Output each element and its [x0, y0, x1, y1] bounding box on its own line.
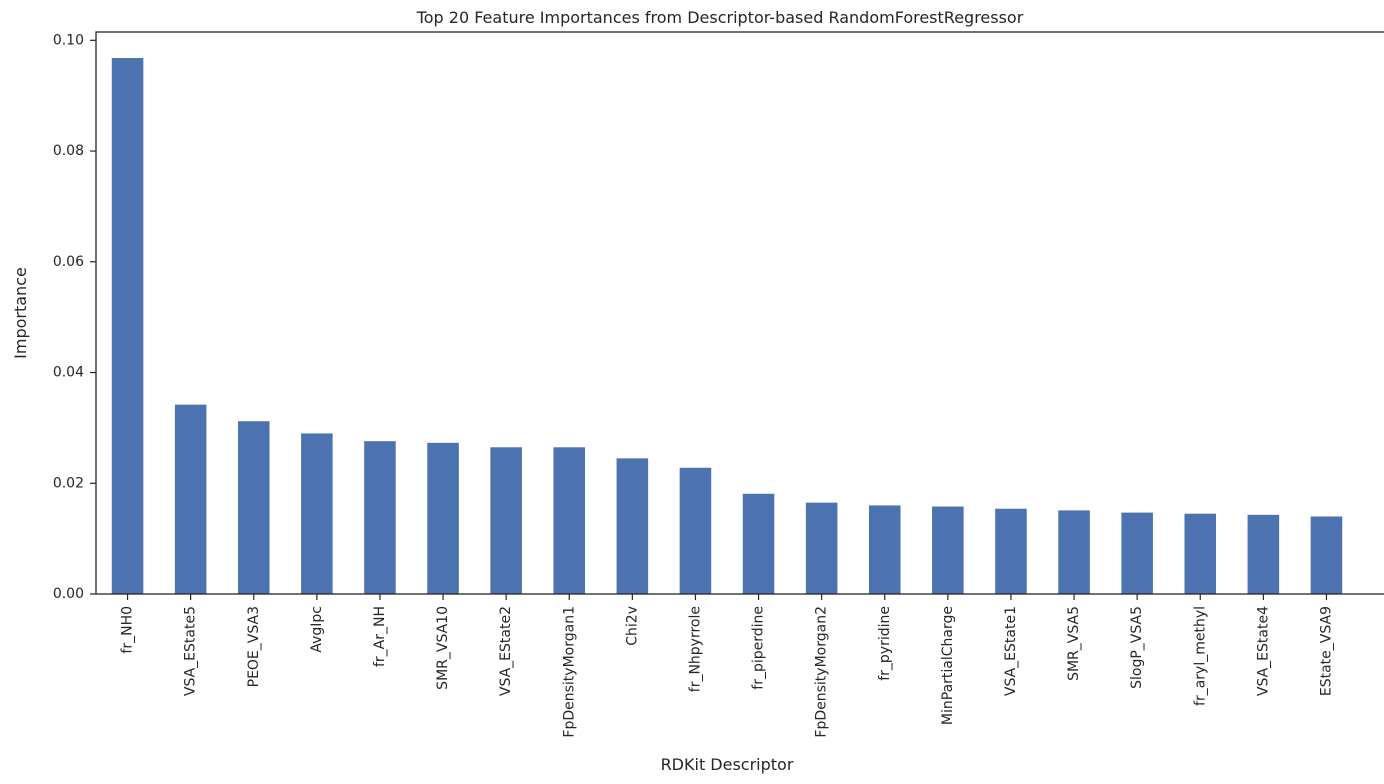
bar-fr_Ar_NH — [364, 441, 396, 594]
bar-fr_NH0 — [111, 58, 144, 595]
bar-SMR_VSA10 — [427, 442, 459, 594]
bar-EState_VSA9 — [1310, 516, 1343, 594]
x-tick-label: FpDensityMorgan2 — [814, 606, 830, 738]
y-tick-label: 0.08 — [53, 143, 84, 159]
bar-fr_aryl_methyl — [1184, 513, 1217, 594]
bar-VSA_EState4 — [1247, 514, 1280, 594]
x-tick-label: SMR_VSA10 — [435, 606, 451, 690]
bar-fr_Nhpyrrole — [679, 467, 712, 594]
bar-SlogP_VSA5 — [1121, 512, 1153, 594]
x-tick-label: FpDensityMorgan1 — [561, 606, 577, 738]
x-tick-label: VSA_EState4 — [1255, 606, 1271, 696]
bar-AvgIpc — [301, 433, 333, 594]
x-tick-label: EState_VSA9 — [1318, 606, 1334, 696]
x-tick-label: fr_Nhpyrrole — [687, 606, 703, 692]
bar-VSA_EState2 — [490, 447, 522, 594]
x-tick-label: PEOE_VSA3 — [246, 606, 262, 687]
x-tick-label: SMR_VSA5 — [1066, 606, 1082, 681]
x-tick-label: VSA_EState1 — [1003, 606, 1019, 696]
bar-MinPartialCharge — [932, 506, 964, 594]
bar-FpDensityMorgan1 — [553, 447, 586, 594]
bar-FpDensityMorgan2 — [805, 502, 838, 594]
x-tick-label: fr_NH0 — [120, 606, 136, 654]
y-axis: 0.00 0.02 0.04 0.06 0.08 0.10 — [53, 32, 96, 602]
x-tick-label: fr_pyridine — [877, 606, 893, 681]
x-axis: fr_NH0 VSA_EState5 PEOE_VSA3 AvgIpc fr_Ar_NH… — [120, 594, 1334, 738]
x-tick-label: SlogP_VSA5 — [1129, 606, 1145, 689]
y-tick-label: 0.10 — [53, 32, 84, 48]
x-tick-label: AvgIpc — [309, 606, 325, 653]
bar-PEOE_VSA3 — [237, 421, 270, 594]
bar-fr_piperdine — [742, 493, 775, 594]
y-axis-title: Importance — [11, 267, 30, 359]
x-tick-label: fr_Ar_NH — [372, 606, 388, 667]
bar-fr_pyridine — [868, 505, 901, 594]
x-tick-label: Chi2v — [624, 606, 640, 646]
plot-frame — [95, 31, 1384, 595]
y-tick-label: 0.00 — [53, 586, 84, 602]
chart-title: Top 20 Feature Importances from Descript… — [416, 8, 1024, 27]
bar-VSA_EState1 — [995, 508, 1027, 594]
bars-group — [111, 58, 1343, 595]
x-tick-label: fr_piperdine — [751, 606, 767, 690]
x-tick-label: MinPartialCharge — [940, 606, 956, 725]
x-tick-label: VSA_EState2 — [498, 606, 514, 696]
y-tick-label: 0.06 — [53, 254, 84, 270]
x-tick-label: VSA_EState5 — [183, 606, 199, 696]
y-tick-label: 0.02 — [53, 475, 84, 491]
x-tick-label: fr_aryl_methyl — [1192, 606, 1208, 706]
bar-Chi2v — [616, 458, 649, 594]
x-axis-title: RDKit Descriptor — [661, 755, 794, 774]
bar-SMR_VSA5 — [1058, 510, 1090, 594]
y-tick-label: 0.04 — [53, 365, 84, 381]
bar-VSA_EState5 — [174, 404, 207, 594]
